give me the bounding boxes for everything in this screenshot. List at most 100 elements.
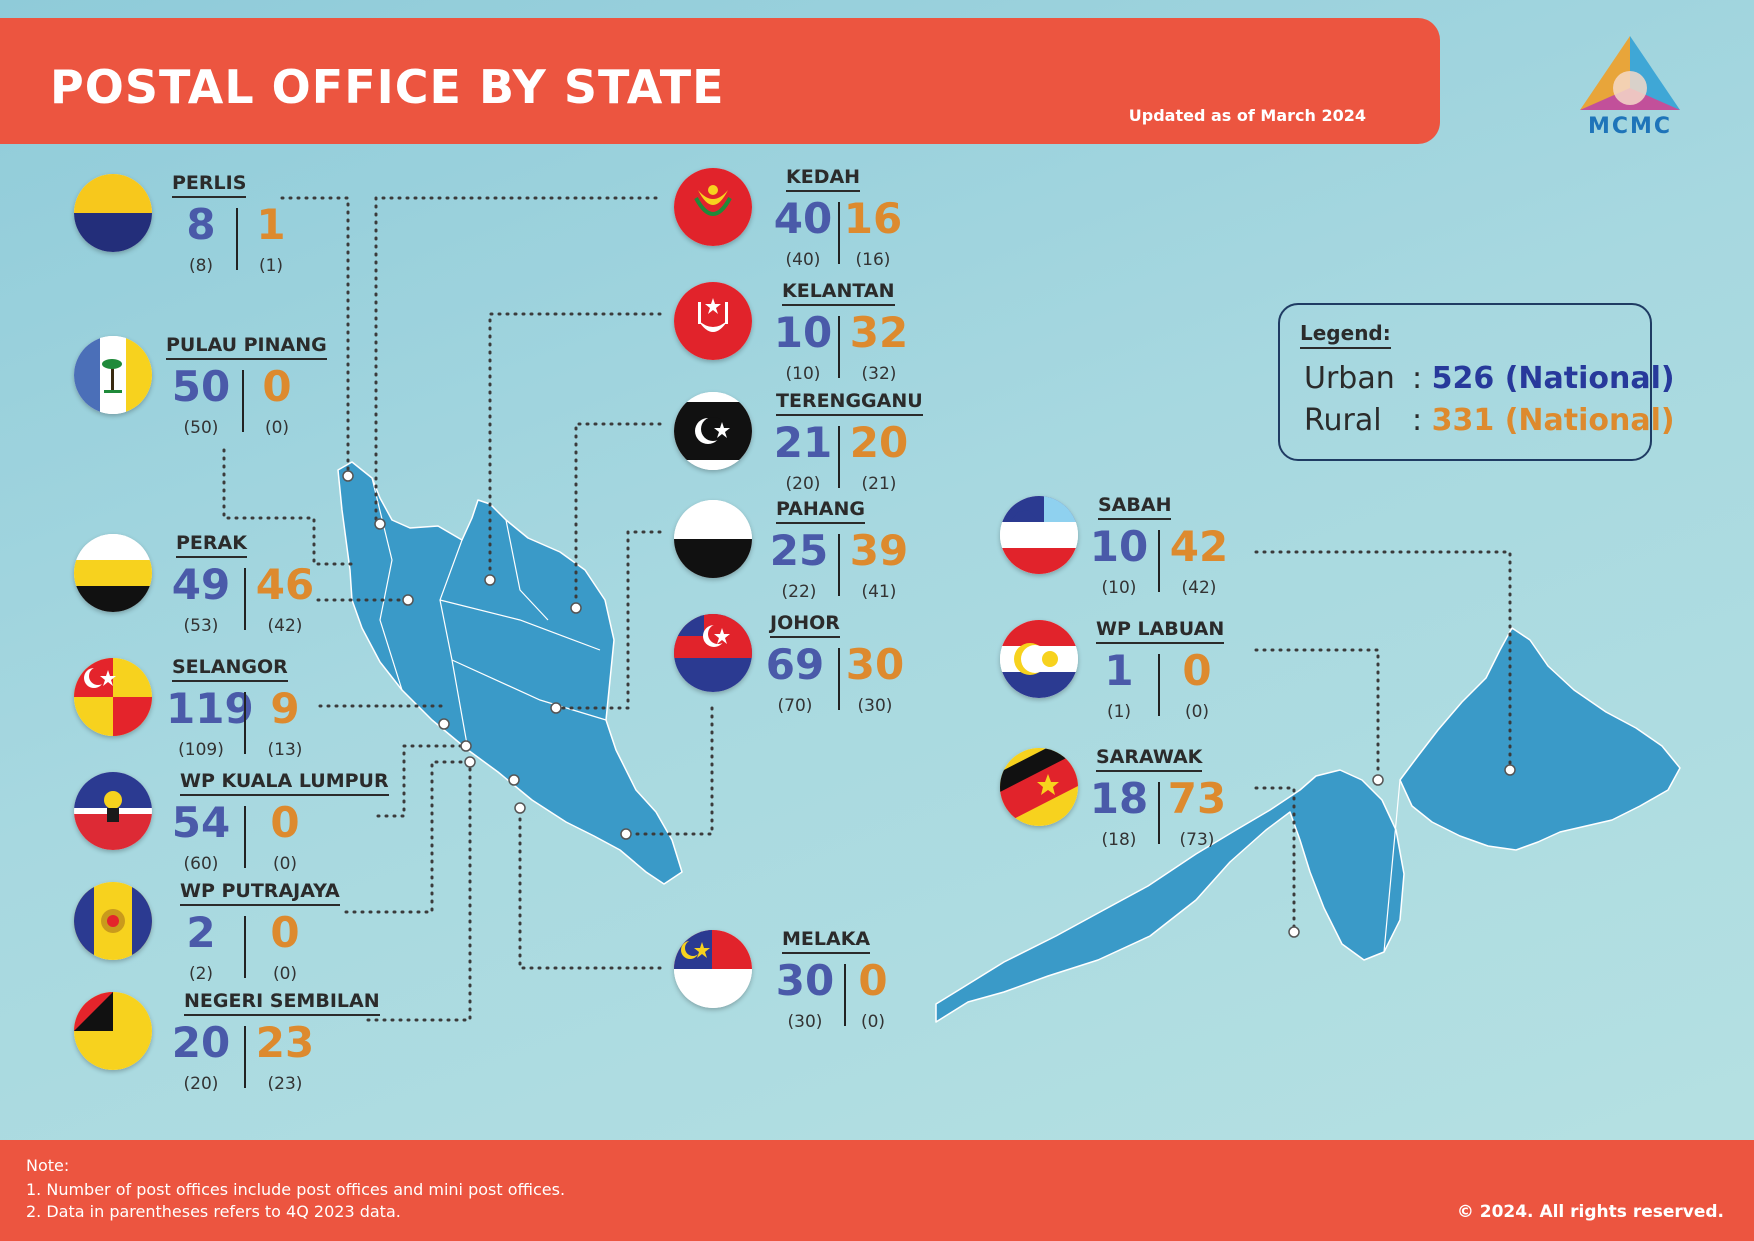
kelantan-flag-icon bbox=[674, 282, 752, 360]
legend-urban-row: Urban: 526 (National) bbox=[1304, 361, 1675, 396]
legend-separator: : bbox=[1412, 403, 1423, 438]
urban-prev: (10) bbox=[785, 364, 821, 384]
rural-prev: (21) bbox=[861, 474, 897, 494]
footer-banner: Note: 1. Number of post offices include … bbox=[0, 1140, 1754, 1241]
rural-count: 0 bbox=[270, 908, 300, 957]
pahang-flag-icon bbox=[674, 500, 752, 578]
rural-count: 23 bbox=[255, 1018, 315, 1067]
urban-count: 20 bbox=[171, 1018, 231, 1067]
header-banner: POSTAL OFFICE BY STATE Updated as of Mar… bbox=[0, 18, 1440, 144]
urban-count: 30 bbox=[775, 956, 835, 1005]
urban-prev: (22) bbox=[781, 582, 817, 602]
urban-prev: (1) bbox=[1106, 702, 1132, 722]
sarawak-marker bbox=[1288, 926, 1300, 938]
urban-count: 21 bbox=[773, 418, 833, 467]
perak-flag-icon bbox=[74, 534, 152, 612]
rural-prev: (32) bbox=[861, 364, 897, 384]
state-name: KELANTAN bbox=[782, 280, 895, 306]
state-selangor: SELANGOR 119 9 (109) (13) bbox=[74, 656, 374, 786]
urban-count: 10 bbox=[1089, 522, 1149, 571]
divider bbox=[838, 202, 840, 264]
rural-count: 1 bbox=[256, 200, 286, 249]
state-name: MELAKA bbox=[782, 928, 871, 954]
state-kuala-lumpur: WP KUALA LUMPUR 54 0 (60) (0) bbox=[74, 770, 389, 900]
divider bbox=[1158, 654, 1160, 716]
melaka-marker bbox=[514, 802, 526, 814]
urban-prev: (60) bbox=[183, 854, 219, 874]
pulau-pinang-flag-icon bbox=[74, 336, 152, 414]
urban-count: 8 bbox=[186, 200, 216, 249]
urban-prev: (53) bbox=[183, 616, 219, 636]
copyright: © 2024. All rights reserved. bbox=[1456, 1202, 1724, 1222]
rural-count: 0 bbox=[270, 798, 300, 847]
rural-prev: (13) bbox=[267, 740, 303, 760]
sabah-region bbox=[1399, 627, 1681, 851]
logo-text: MCMC bbox=[1587, 114, 1673, 139]
state-name: KEDAH bbox=[786, 166, 861, 192]
state-name: WP KUALA LUMPUR bbox=[180, 770, 389, 796]
urban-count: 25 bbox=[769, 526, 829, 575]
divider bbox=[838, 316, 840, 378]
urban-prev: (40) bbox=[785, 250, 821, 270]
divider bbox=[844, 964, 846, 1026]
selangor-marker bbox=[438, 718, 450, 730]
state-labuan: WP LABUAN 1 0 (1) (0) bbox=[1000, 618, 1300, 748]
state-name: JOHOR bbox=[770, 612, 840, 638]
state-kelantan: KELANTAN 10 32 (10) (32) bbox=[674, 280, 974, 410]
urban-count: 1 bbox=[1104, 646, 1134, 695]
state-pahang: PAHANG 25 39 (22) (41) bbox=[674, 498, 974, 628]
divider bbox=[244, 692, 246, 754]
rural-prev: (30) bbox=[857, 696, 893, 716]
rural-count: 20 bbox=[849, 418, 909, 467]
urban-prev: (10) bbox=[1101, 578, 1137, 598]
rural-count: 73 bbox=[1167, 774, 1227, 823]
legend-urban-value: 526 (National) bbox=[1431, 361, 1675, 396]
urban-prev: (20) bbox=[183, 1074, 219, 1094]
urban-count: 69 bbox=[765, 640, 825, 689]
urban-count: 2 bbox=[186, 908, 216, 957]
note-item: 1. Number of post offices include post o… bbox=[26, 1180, 566, 1199]
selangor-flag-icon bbox=[74, 658, 152, 736]
kedah-marker bbox=[374, 518, 386, 530]
peninsular-malaysia bbox=[337, 461, 683, 885]
perak-marker bbox=[402, 594, 414, 606]
divider bbox=[838, 648, 840, 710]
negeri-sembilan-flag-icon bbox=[74, 992, 152, 1070]
state-perak: PERAK 49 46 (53) (42) bbox=[74, 532, 374, 662]
urban-count: 10 bbox=[773, 308, 833, 357]
urban-count: 49 bbox=[171, 560, 231, 609]
rural-prev: (1) bbox=[258, 256, 284, 276]
state-name: NEGERI SEMBILAN bbox=[184, 990, 380, 1016]
legend-box: Legend: Urban: 526 (National) Rural: 331… bbox=[1278, 303, 1675, 461]
negeri-sembilan-marker bbox=[508, 774, 520, 786]
sarawak-flag-icon bbox=[1000, 748, 1078, 826]
rural-prev: (0) bbox=[272, 964, 298, 984]
urban-prev: (2) bbox=[188, 964, 214, 984]
urban-prev: (8) bbox=[188, 256, 214, 276]
rural-count: 42 bbox=[1169, 522, 1229, 571]
rural-count: 46 bbox=[255, 560, 315, 609]
state-name: WP PUTRAJAYA bbox=[180, 880, 340, 906]
kedah-flag-icon bbox=[674, 168, 752, 246]
state-kedah: KEDAH 40 16 (40) (16) bbox=[674, 166, 974, 296]
perlis-marker bbox=[342, 470, 354, 482]
state-sabah: SABAH 10 42 (10) (42) bbox=[1000, 494, 1300, 624]
state-terengganu: TERENGGANU 21 20 (20) (21) bbox=[674, 390, 974, 520]
page-title: POSTAL OFFICE BY STATE bbox=[50, 60, 725, 114]
labuan-marker bbox=[1372, 774, 1384, 786]
state-pulau-pinang: PULAU PINANG 50 0 (50) (0) bbox=[74, 334, 374, 464]
terengganu-marker bbox=[570, 602, 582, 614]
state-negeri-sembilan: NEGERI SEMBILAN 20 23 (20) (23) bbox=[74, 990, 380, 1120]
rural-count: 0 bbox=[858, 956, 888, 1005]
state-melaka: MELAKA 30 0 (30) (0) bbox=[674, 928, 974, 1058]
divider bbox=[838, 426, 840, 488]
urban-prev: (109) bbox=[178, 740, 224, 760]
kelantan-marker bbox=[484, 574, 496, 586]
legend-rural-label: Rural bbox=[1304, 403, 1382, 438]
johor-flag-icon bbox=[674, 614, 752, 692]
putrajaya-marker bbox=[464, 756, 476, 768]
rural-prev: (42) bbox=[1181, 578, 1217, 598]
urban-prev: (20) bbox=[785, 474, 821, 494]
state-sarawak: SARAWAK 18 73 (18) (73) bbox=[1000, 746, 1300, 876]
